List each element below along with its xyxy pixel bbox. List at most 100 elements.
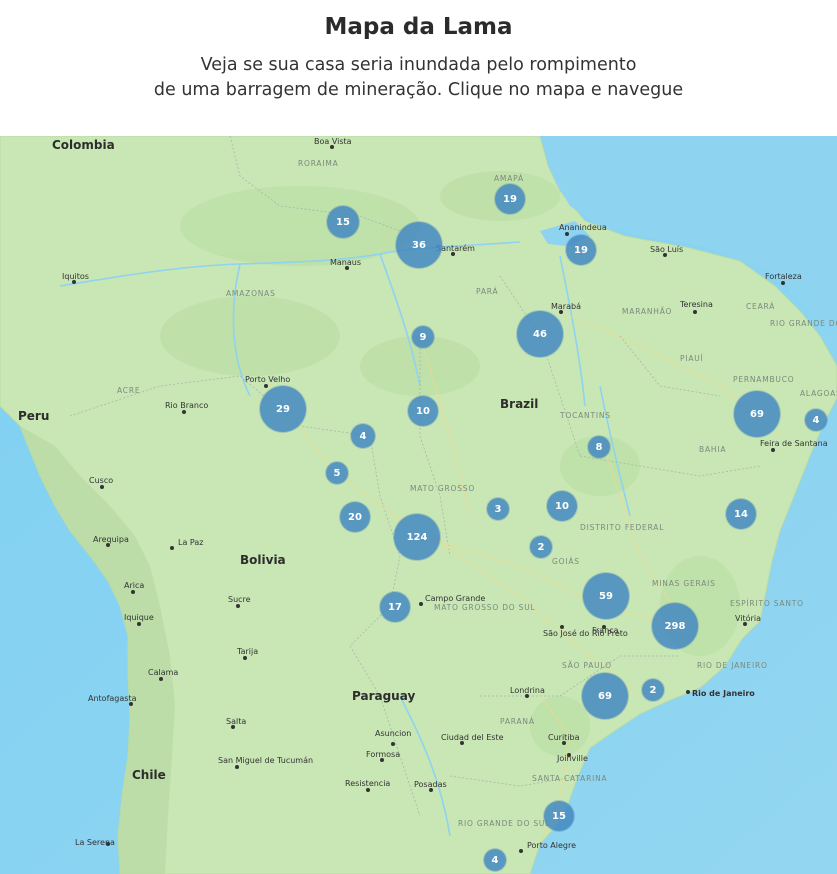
city-label: La Serena (75, 838, 115, 847)
cluster-marker[interactable]: 59 (583, 573, 629, 619)
city-label: Iquitos (62, 272, 89, 281)
state-label: PIAUÍ (680, 354, 704, 363)
cluster-marker[interactable]: 10 (547, 491, 577, 521)
city-label: Porto Velho (245, 375, 290, 384)
cluster-marker[interactable]: 29 (260, 386, 306, 432)
city-label: Tarija (236, 647, 258, 656)
cluster-marker[interactable]: 46 (517, 311, 563, 357)
city-label: Vitória (735, 613, 761, 623)
state-label: MARANHÃO (622, 307, 672, 316)
page-title: Mapa da Lama (324, 14, 513, 40)
city-label: Fortaleza (765, 272, 802, 281)
state-label: SANTA CATARINA (532, 774, 608, 783)
cluster-marker[interactable]: 14 (726, 499, 756, 529)
state-label: RIO GRANDE DO NORTE (770, 319, 837, 328)
city-label: Curitiba (548, 733, 580, 742)
city-label: Resistencia (345, 779, 390, 788)
state-label: TOCANTINS (559, 411, 611, 420)
state-label: AMAPÁ (494, 174, 524, 183)
city-dots (72, 145, 785, 853)
city-label: Arica (124, 581, 144, 590)
state-label: MATO GROSSO (410, 484, 475, 493)
cluster-marker[interactable]: 3 (487, 498, 509, 520)
state-label: ACRE (117, 386, 140, 395)
cluster-marker[interactable]: 10 (408, 396, 438, 426)
city-label: Posadas (414, 780, 447, 789)
city-label: Formosa (366, 750, 400, 759)
rivers (59, 241, 631, 837)
city-label: Feira de Santana (760, 439, 828, 448)
state-label: CEARÁ (746, 302, 775, 311)
country-label-colombia: Colombia (52, 138, 115, 152)
cluster-marker[interactable]: 5 (326, 462, 348, 484)
city-label: Teresina (679, 300, 713, 309)
cluster-marker[interactable]: 17 (380, 592, 410, 622)
map-canvas[interactable]: Colombia Peru Brazil Bolivia Paraguay Ch… (0, 136, 837, 874)
page-header: Mapa da Lama Veja se sua casa seria inun… (0, 0, 837, 136)
city-label: Calama (148, 668, 178, 677)
cluster-marker[interactable]: 19 (495, 184, 525, 214)
country-label-chile: Chile (132, 768, 166, 782)
cluster-marker[interactable]: 4 (351, 424, 375, 448)
state-label: PERNAMBUCO (733, 375, 794, 384)
city-label: Ciudad del Este (441, 733, 504, 742)
country-label-paraguay: Paraguay (352, 689, 415, 703)
city-label: São Luís (650, 245, 683, 254)
cluster-marker[interactable]: 20 (340, 502, 370, 532)
cluster-marker[interactable]: 9 (412, 326, 434, 348)
country-label-peru: Peru (18, 409, 49, 423)
northern-coast-sea (540, 136, 837, 336)
state-label: PARANÁ (500, 717, 535, 726)
state-label: MATO GROSSO DO SUL (434, 603, 536, 612)
city-label: Campo Grande (425, 594, 485, 603)
state-label: RORAIMA (298, 159, 339, 168)
state-label: RIO DE JANEIRO (697, 661, 768, 670)
city-label: São José do Rio Preto (543, 628, 628, 638)
cluster-marker[interactable]: 4 (484, 849, 506, 871)
city-label: Rio Branco (165, 401, 208, 410)
cluster-marker[interactable]: 2 (642, 679, 664, 701)
city-label: Asuncion (375, 729, 411, 738)
city-label: San Miguel de Tucumán (218, 756, 313, 765)
city-label: Manaus (330, 258, 361, 267)
cluster-marker[interactable]: 69 (582, 673, 628, 719)
page-subtitle: Veja se sua casa seria inundada pelo rom… (0, 53, 837, 103)
country-label-bolivia: Bolivia (240, 553, 286, 567)
state-label: DISTRITO FEDERAL (580, 523, 664, 532)
country-label-brazil: Brazil (500, 397, 538, 411)
state-label: AMAZONAS (226, 289, 276, 298)
city-label: Boa Vista (314, 137, 352, 146)
cluster-marker[interactable]: 19 (566, 235, 596, 265)
state-label: ESPÍRITO SANTO (730, 599, 804, 608)
city-label: Marabá (551, 302, 581, 311)
city-label: Londrina (510, 686, 545, 695)
city-label: Porto Alegre (527, 841, 576, 850)
cluster-marker[interactable]: 15 (544, 801, 574, 831)
city-label: Franca (592, 626, 619, 635)
city-label: Antofagasta (88, 694, 137, 703)
city-label: Salta (226, 717, 246, 726)
cluster-marker[interactable]: 69 (734, 391, 780, 437)
cluster-marker[interactable]: 36 (396, 222, 442, 268)
city-label: Arequipa (93, 535, 129, 544)
city-label: Ananindeua (559, 223, 607, 232)
city-label: Iquique (124, 613, 154, 622)
city-label: Joinville (556, 754, 588, 763)
cluster-marker[interactable]: 8 (588, 436, 610, 458)
cluster-marker[interactable]: 2 (530, 536, 552, 558)
state-label: MINAS GERAIS (652, 579, 716, 588)
city-label: Cusco (89, 476, 113, 485)
cluster-marker[interactable]: 4 (805, 409, 827, 431)
city-label: La Paz (178, 538, 203, 547)
cluster-marker[interactable]: 298 (652, 603, 698, 649)
state-label: BAHIA (699, 445, 726, 454)
city-label: Santarém (436, 243, 475, 253)
andes-relief (20, 426, 175, 874)
state-label: GOIÁS (552, 557, 580, 566)
cluster-marker[interactable]: 15 (327, 206, 359, 238)
city-label: Rio de Janeiro (692, 689, 755, 698)
state-label: ALAGOAS (800, 389, 837, 398)
state-label: SÃO PAULO (562, 661, 612, 670)
cluster-marker[interactable]: 124 (394, 514, 440, 560)
state-label: RIO GRANDE DO SUL (458, 819, 550, 828)
